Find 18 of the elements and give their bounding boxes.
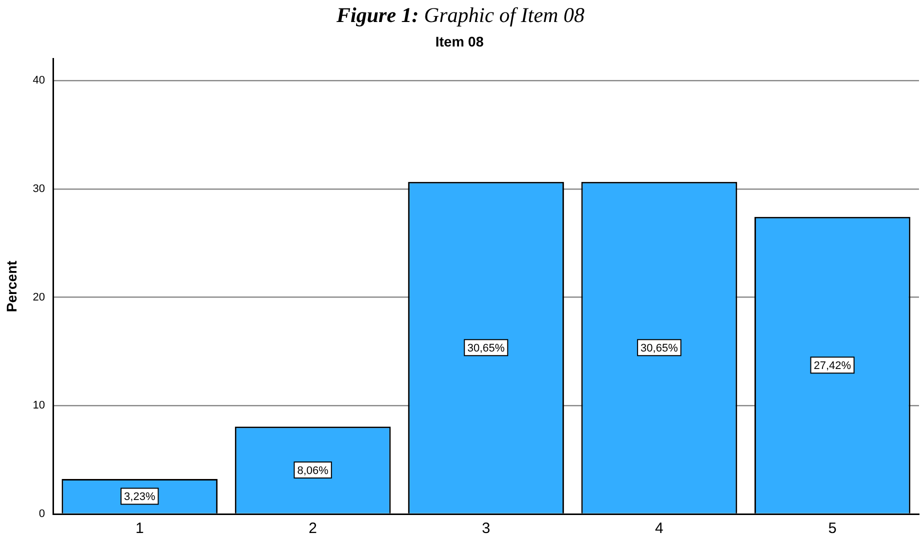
x-tick-label: 5 xyxy=(828,520,837,538)
y-tick-label: 20 xyxy=(32,291,46,304)
x-tick-label: 1 xyxy=(135,520,144,538)
data-label: 3,23% xyxy=(124,491,156,504)
data-label: 8,06% xyxy=(297,465,329,478)
y-axis-title: Percent xyxy=(3,260,20,312)
y-tick-label: 30 xyxy=(32,182,46,195)
data-label: 27,42% xyxy=(814,360,852,372)
y-tick-label: 0 xyxy=(38,508,46,520)
x-tick-label: 4 xyxy=(655,520,664,538)
data-label: 30,65% xyxy=(467,342,505,355)
x-tick-label: 2 xyxy=(308,520,317,538)
x-tick-label: 3 xyxy=(482,520,490,538)
data-label: 30,65% xyxy=(640,342,678,355)
y-tick-label: 40 xyxy=(32,74,46,87)
chart-title: Figure 1: Graphic of Item 08 xyxy=(336,2,586,29)
y-tick-label: 10 xyxy=(32,400,46,412)
chart-subtitle: Item 08 xyxy=(435,33,484,50)
